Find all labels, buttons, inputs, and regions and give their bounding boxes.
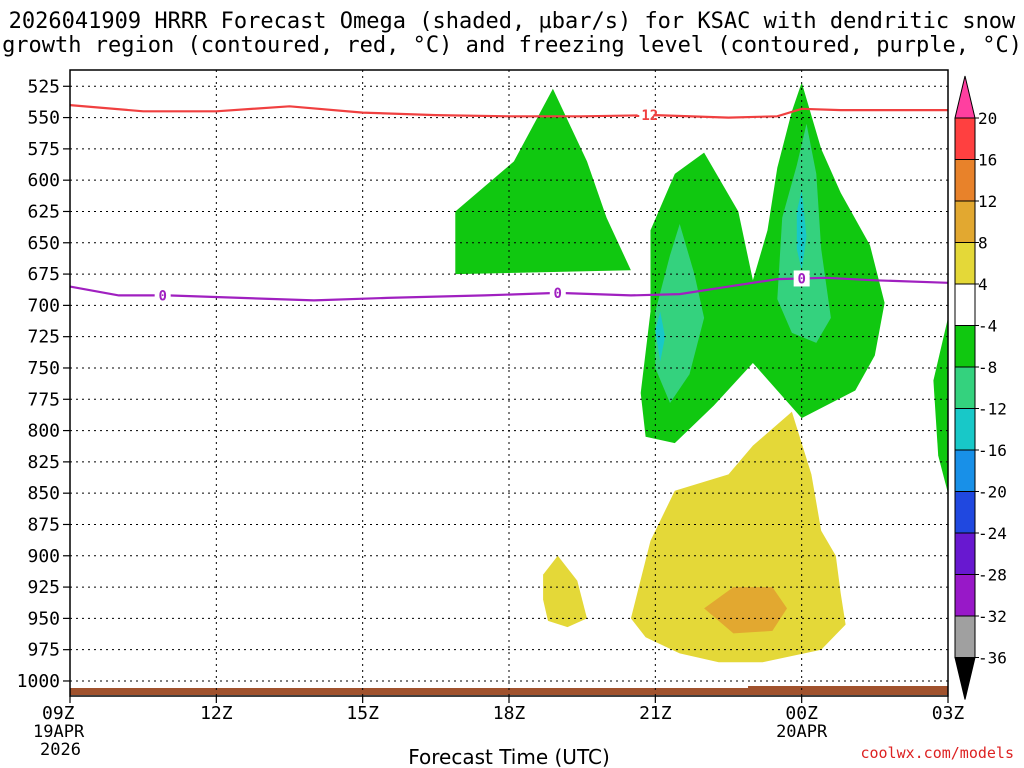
- colorbar-label-1: 16: [978, 151, 997, 170]
- x-tick-label-03Z: 03Z: [932, 703, 965, 724]
- colorbar-box-4: [954, 283, 976, 326]
- y-tick-label-800: 800: [27, 421, 60, 442]
- colorbar-label-9: -20: [978, 483, 1007, 502]
- omega-region-6: [796, 190, 807, 271]
- y-tick-label-950: 950: [27, 608, 60, 629]
- colorbar-label-7: -12: [978, 400, 1007, 419]
- omega-region-5: [655, 311, 666, 362]
- colorbar-label-3: 8: [978, 234, 988, 253]
- x-tick-date-00Z: 20APR: [776, 722, 828, 742]
- y-tick-label-550: 550: [27, 108, 60, 129]
- y-tick-label-725: 725: [27, 327, 60, 348]
- terrain-ground: [70, 688, 948, 695]
- y-tick-label-975: 975: [27, 640, 60, 661]
- omega-region-8: [543, 555, 587, 628]
- y-tick-label-825: 825: [27, 452, 60, 473]
- y-tick-label-750: 750: [27, 358, 60, 379]
- terrain-ground-rise: [748, 686, 948, 690]
- x-tick-label-00Z: 00Z: [785, 703, 818, 724]
- colorbar-label-6: -8: [978, 358, 997, 377]
- colorbar-label-11: -28: [978, 566, 1007, 585]
- y-tick-label-925: 925: [27, 577, 60, 598]
- colorbar-box-6: [954, 366, 976, 409]
- x-tick-date-09Z: 19APR: [33, 722, 85, 742]
- y-tick-label-850: 850: [27, 483, 60, 504]
- x-tick-year-09Z: 2026: [40, 740, 81, 760]
- y-tick-label-575: 575: [27, 139, 60, 160]
- omega-region-1: [640, 82, 885, 444]
- colorbar-box-10: [954, 532, 976, 575]
- contour-line-0: [69, 104, 948, 119]
- x-tick-label-12Z: 12Z: [200, 703, 233, 724]
- colorbar-box-11: [954, 574, 976, 617]
- x-axis-title: Forecast Time (UTC): [408, 745, 610, 768]
- colorbar-label-13: -36: [978, 649, 1007, 668]
- colorbar-box-7: [954, 408, 976, 451]
- colorbar-box-12: [954, 615, 976, 658]
- colorbar-box-9: [954, 491, 976, 534]
- colorbar-box-8: [954, 449, 976, 492]
- x-tick-label-09Z: 09Z: [42, 703, 75, 724]
- y-tick-label-700: 700: [27, 295, 60, 316]
- contour-label-2: 0: [554, 286, 562, 302]
- contour-label-1: 0: [158, 288, 166, 304]
- contour-label-bg-2: [549, 284, 566, 301]
- y-tick-label-525: 525: [27, 76, 60, 97]
- colorbar-label-2: 12: [978, 192, 997, 211]
- contour-label-bg-3: [793, 270, 810, 287]
- colorbar-label-8: -16: [978, 441, 1007, 460]
- colorbar-box-0: [954, 117, 976, 160]
- colorbar-box-5: [954, 325, 976, 368]
- colorbar-bottom-arrow: [954, 657, 976, 700]
- omega-region-9: [704, 587, 787, 634]
- y-tick-label-875: 875: [27, 514, 60, 535]
- contour-label-bg-0: [637, 107, 654, 124]
- y-tick-label-1000: 1000: [17, 671, 60, 692]
- colorbar-label-5: -4: [978, 317, 997, 336]
- contour-label-0: -12: [633, 108, 658, 124]
- omega-region-0: [455, 88, 631, 275]
- colorbar-label-10: -24: [978, 524, 1007, 543]
- colorbar-label-12: -32: [978, 607, 1007, 626]
- x-tick-label-18Z: 18Z: [493, 703, 526, 724]
- y-tick-label-675: 675: [27, 264, 60, 285]
- colorbar-top-arrow: [954, 75, 976, 119]
- colorbar-box-3: [954, 242, 976, 285]
- chart-title-line1: 2026041909 HRRR Forecast Omega (shaded, …: [8, 9, 1016, 34]
- omega-region-7: [630, 411, 846, 663]
- colorbar-box-2: [954, 200, 976, 243]
- contour-label-bg-1: [154, 287, 171, 304]
- omega-region-3: [655, 224, 705, 403]
- colorbar-box-1: [954, 159, 976, 202]
- source-credit: coolwx.com/models: [860, 744, 1014, 762]
- y-tick-label-900: 900: [27, 546, 60, 567]
- contour-label-3: 0: [797, 271, 805, 287]
- x-tick-label-15Z: 15Z: [346, 703, 379, 724]
- chart-title-line2: growth region (contoured, red, °C) and f…: [2, 33, 1022, 58]
- colorbar-label-4: 4: [978, 275, 988, 294]
- omega-region-2: [933, 317, 948, 494]
- colorbar-label-0: 20: [978, 109, 997, 128]
- y-tick-label-600: 600: [27, 170, 60, 191]
- x-tick-label-21Z: 21Z: [639, 703, 672, 724]
- y-tick-label-775: 775: [27, 389, 60, 410]
- y-tick-label-625: 625: [27, 201, 60, 222]
- y-tick-label-650: 650: [27, 233, 60, 254]
